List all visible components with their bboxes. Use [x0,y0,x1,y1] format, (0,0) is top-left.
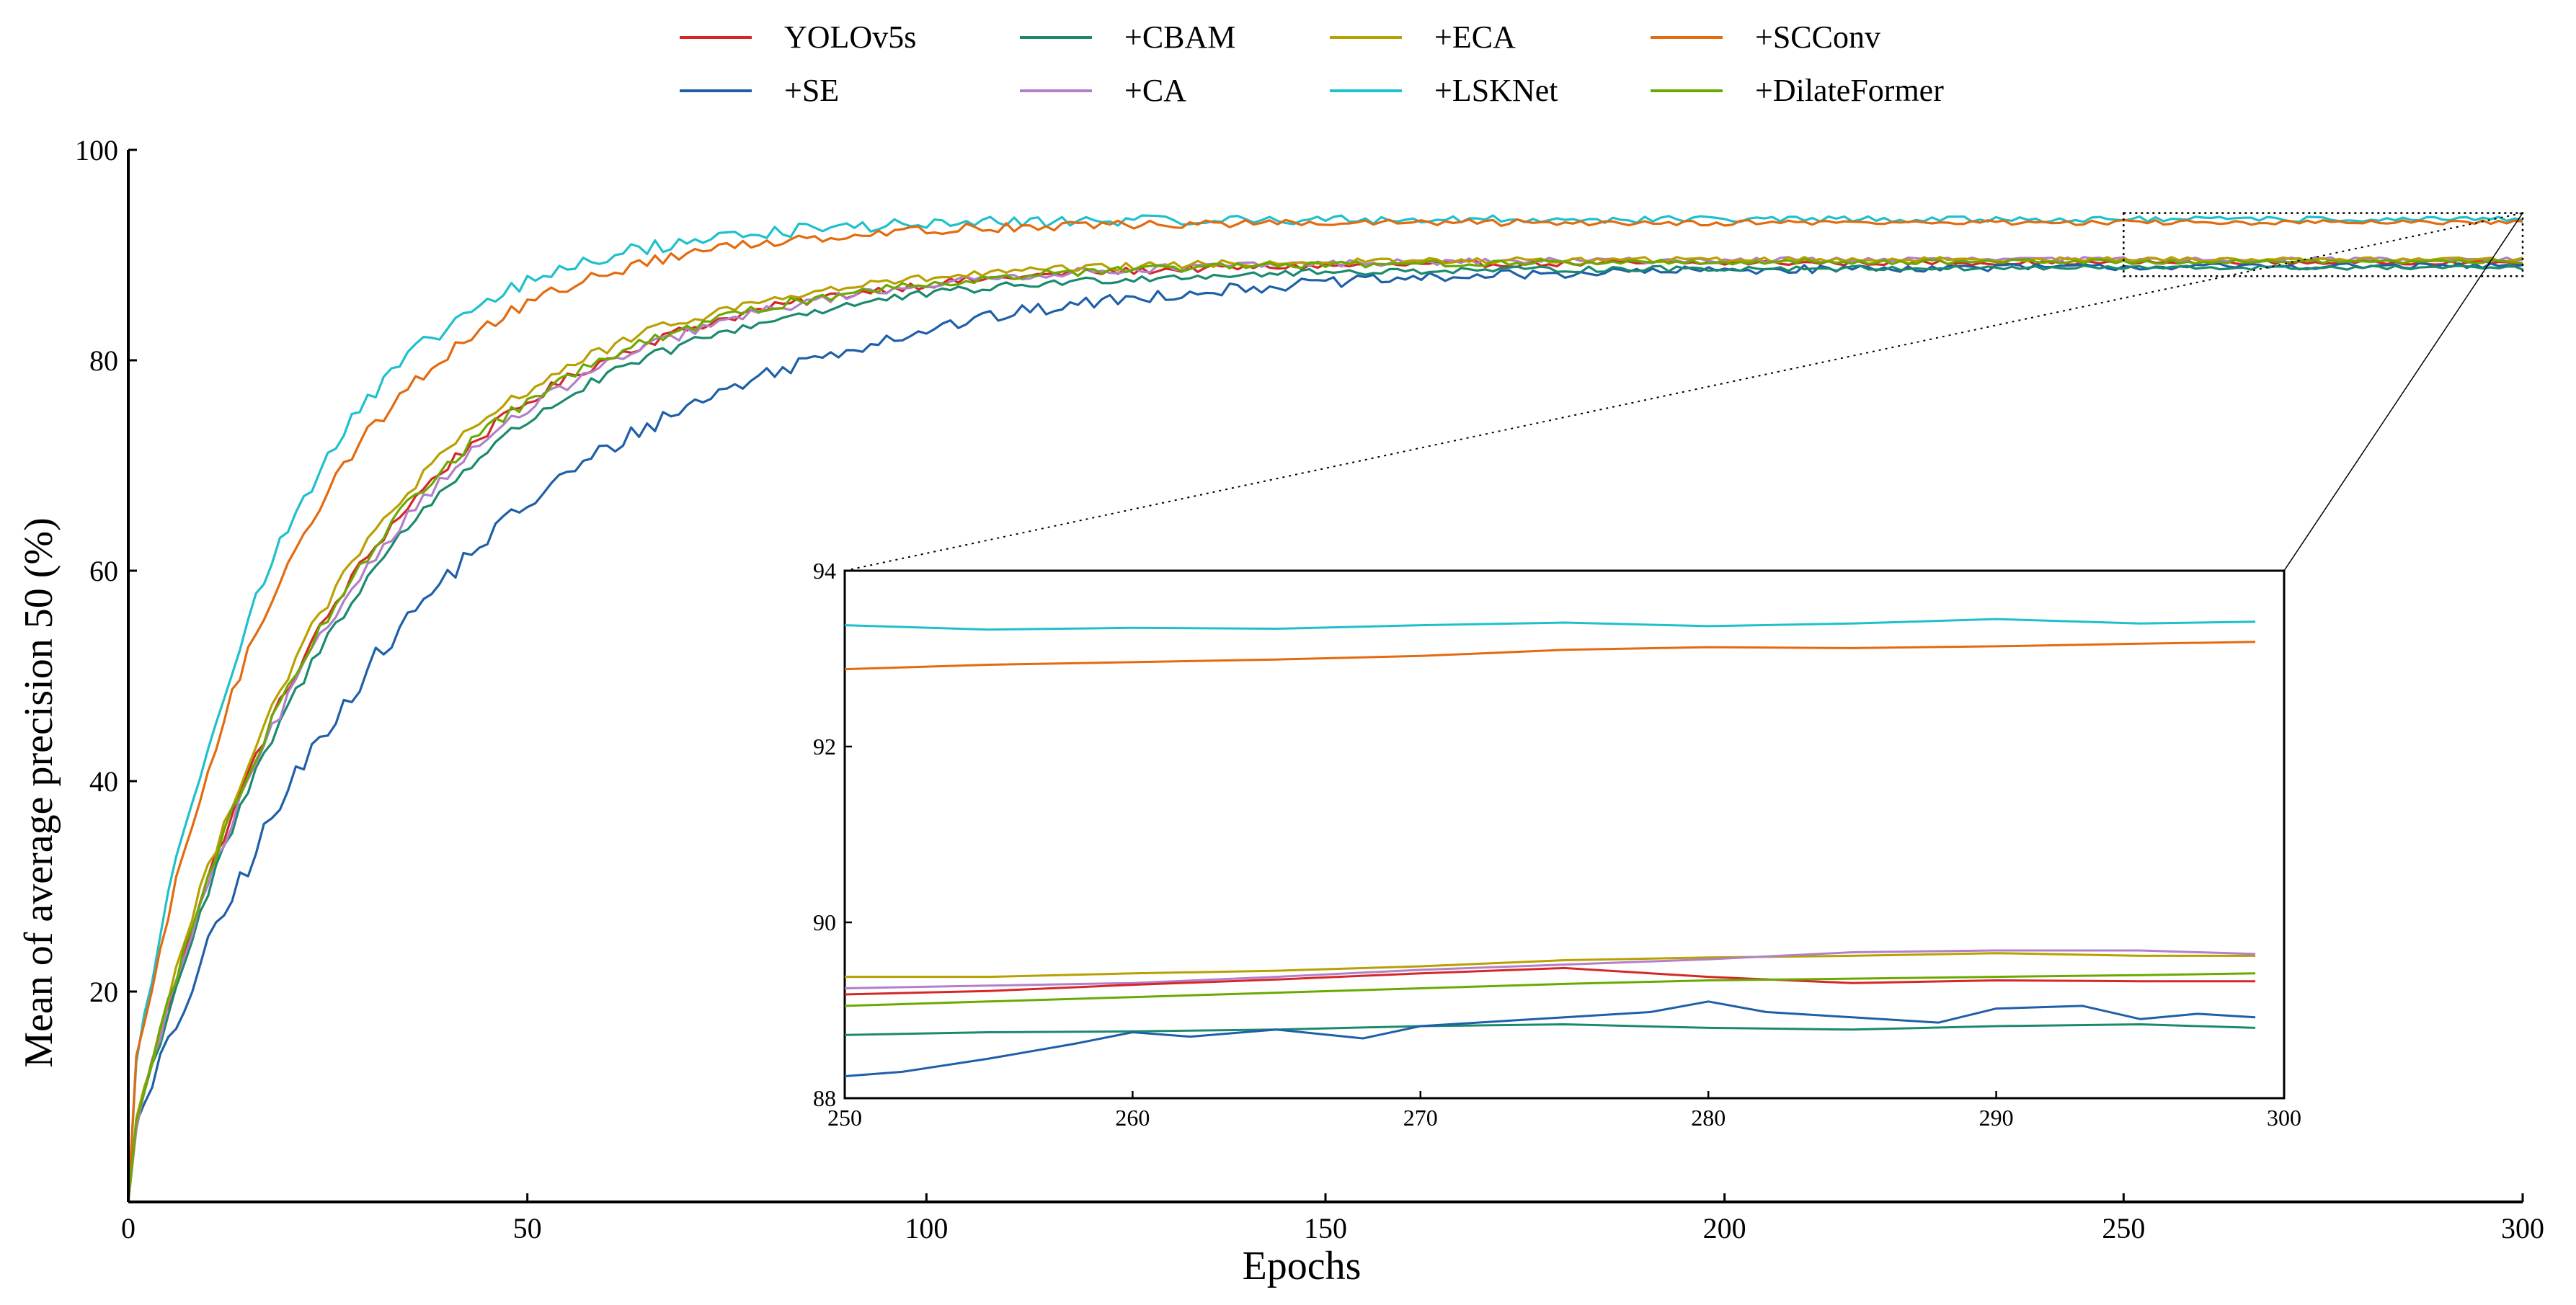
legend-item-lsknet: +LSKNet [1330,73,1558,108]
legend-item-eca: +ECA [1330,19,1516,55]
inset-series-line-dilateformer [844,972,2256,1007]
y-tick-label: 20 [89,976,118,1008]
legend: YOLOv5s +SE +CBAM +CA +ECA +LSKNet +SCConv +Dil… [680,19,1944,108]
legend-item-scconv: +SCConv [1651,19,1880,55]
inset-series-line-cbam [844,1023,2256,1036]
x-tick-label: 300 [2501,1212,2544,1244]
inset-series-line-lsknet [844,618,2256,631]
inset-x-tick-label: 270 [1403,1105,1438,1131]
legend-item-ca: +CA [1020,73,1186,108]
legend-item-se: +SE [680,73,839,108]
y-axis-label: Mean of average precision 50 (%) [17,517,61,1067]
inset-series-line-se [844,1000,2256,1077]
inset-series-line-scconv [844,641,2256,671]
inset-frame [843,569,2286,1100]
x-tick-label: 0 [121,1212,136,1244]
inset-series-line-eca [845,952,2256,979]
inset-x-tick-label: 280 [1691,1105,1726,1131]
x-tick-label: 250 [2102,1212,2145,1244]
legend-label: +LSKNet [1434,73,1558,108]
legend-label: +SCConv [1755,19,1880,55]
y-tick-label: 40 [89,765,118,798]
legend-item-yolov5s: YOLOv5s [680,19,916,55]
legend-label: +ECA [1434,19,1516,55]
inset-x-tick-label: 290 [1979,1105,2014,1131]
legend-label: +SE [784,73,839,108]
y-tick-label: 100 [75,134,118,166]
inset-y-tick-label: 88 [813,1085,836,1111]
legend-item-cbam: +CBAM [1020,19,1235,55]
inset-x-tick-label: 260 [1115,1105,1150,1131]
inset-y-tick-label: 92 [813,734,836,760]
x-axis-label: Epochs [1243,1244,1362,1288]
zoom-connector-right [2283,213,2523,571]
y-tick-label: 60 [89,555,118,587]
zoom-connectors [844,212,2524,571]
legend-label: +DilateFormer [1755,73,1944,108]
inset-series-line-yolov5s [844,966,2256,996]
legend-item-dilateformer: +DilateFormer [1651,73,1944,108]
inset-x-tick-label: 300 [2267,1105,2301,1131]
x-tick-label: 150 [1304,1212,1347,1244]
zoom-connector-left [844,212,2523,571]
legend-label: +CBAM [1124,19,1235,55]
inset-series-line-ca [844,949,2256,989]
x-tick-label: 200 [1703,1212,1746,1244]
y-tick-label: 80 [89,344,118,377]
x-tick-label: 100 [905,1212,948,1244]
inset-x-tick-label: 250 [827,1105,862,1131]
inset-y-tick-label: 90 [813,909,836,935]
legend-label: +CA [1124,73,1186,108]
legend-label: YOLOv5s [784,19,916,55]
series-line-cbam [127,264,2523,1203]
inset-y-tick-label: 94 [813,558,836,584]
series-line-eca [127,256,2523,1203]
x-tick-label: 50 [513,1212,542,1244]
inset-plot: 250 260 270 280 290 300 88 90 92 94 [813,558,2301,1131]
